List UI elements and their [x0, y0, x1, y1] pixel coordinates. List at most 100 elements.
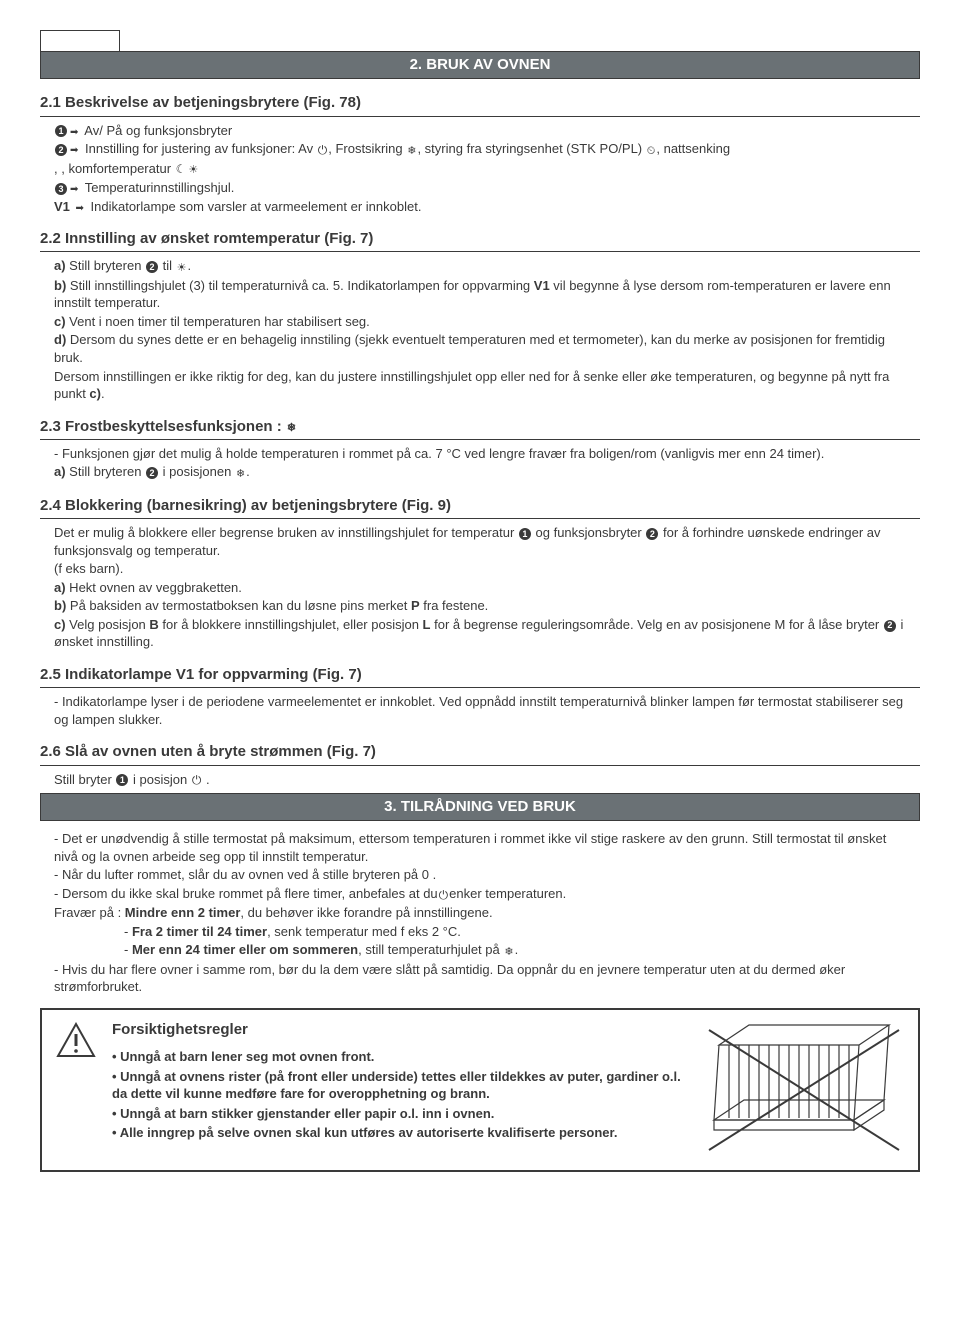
num-1-icon: 1 [55, 125, 67, 137]
arrow-icon [68, 180, 81, 195]
text: , , komfortemperatur [54, 161, 175, 176]
a-label: a) [54, 258, 66, 273]
snow-icon [287, 418, 296, 436]
heater-illustration [704, 1020, 904, 1160]
arrow-icon [74, 199, 87, 214]
L-label: L [423, 617, 431, 632]
snow-icon [407, 141, 416, 159]
power-icon [439, 886, 449, 904]
precaution-item: Unngå at barn lener seg mot ovnen front. [112, 1048, 688, 1066]
heading-2-2: 2.2 Innstilling av ønsket romtemperatur … [40, 229, 920, 252]
num-1-icon: 1 [519, 528, 531, 540]
b-label: b) [54, 598, 66, 613]
block-2-1: 1 Av/ På og funksjonsbryter 2 Innstillin… [40, 117, 920, 216]
heading-2-4: 2.4 Blokkering (barnesikring) av betjeni… [40, 496, 920, 519]
precautions-text: Forsiktighetsregler Unngå at barn lener … [112, 1020, 688, 1144]
a-label: a) [54, 580, 66, 595]
arrow-icon [68, 123, 81, 138]
block-2-5: - Indikatorlampe lyser i de periodene va… [40, 688, 920, 728]
bold: Mer enn 24 timer eller om sommeren [132, 942, 358, 957]
p-label: P [411, 598, 420, 613]
text: , senk temperatur med f eks 2 °C. [267, 924, 461, 939]
text: , du behøver ikke forandre på innstillin… [240, 905, 492, 920]
block-2-6: Still bryter 1 i posisjon . [40, 766, 920, 789]
clock-icon [647, 141, 656, 159]
text: Still bryteren [66, 464, 145, 479]
sun-icon [177, 258, 187, 276]
heading-2-3-text: 2.3 Frostbeskyttelsesfunksjonen : [40, 418, 286, 435]
arrow-icon [68, 141, 81, 156]
text: Still innstillingshjulet (3) til tempera… [66, 278, 534, 293]
warning-icon [56, 1022, 96, 1058]
block-2-4: Det er mulig å blokkere eller begrense b… [40, 519, 920, 651]
num-1-icon: 1 [116, 774, 128, 786]
text: - Funksjonen gjør det mulig å holde temp… [54, 445, 906, 463]
c-label: c) [54, 617, 66, 632]
text: Indikatorlampe som varsler at varmeeleme… [87, 199, 422, 214]
text: Dersom du synes dette er en behagelig in… [54, 332, 885, 365]
text: - Indikatorlampe lyser i de periodene va… [54, 693, 906, 728]
precautions-title: Forsiktighetsregler [112, 1020, 688, 1040]
snow-icon [504, 942, 513, 960]
d-label: d) [54, 332, 66, 347]
text: Temperaturinnstillingshjul. [81, 180, 234, 195]
text: - Hvis du har flere ovner i samme rom, b… [54, 961, 906, 996]
b-label: b) [54, 278, 66, 293]
heading-2-5: 2.5 Indikatorlampe V1 for oppvarming (Fi… [40, 665, 920, 688]
text: . [101, 386, 105, 401]
num-2-icon: 2 [146, 261, 158, 273]
text: Av/ På og funksjonsbryter [81, 123, 232, 138]
dash: - [124, 942, 132, 957]
num-2-icon: 2 [146, 467, 158, 479]
precaution-item: Alle inngrep på selve ovnen skal kun utf… [112, 1124, 688, 1142]
heading-2-6: 2.6 Slå av ovnen uten å bryte strømmen (… [40, 742, 920, 765]
text: til [159, 258, 176, 273]
B-label: B [149, 617, 158, 632]
text: Still bryteren [66, 258, 145, 273]
text: - Dersom du ikke skal bruke rommet på fl… [54, 886, 438, 901]
section-2-banner: 2. BRUK AV OVNEN [40, 51, 920, 79]
section-3-banner: 3. TILRÅDNING VED BRUK [40, 793, 920, 821]
dash: - [124, 924, 132, 939]
text: , Frostsikring [328, 141, 406, 156]
text: for å begrense reguleringsområde. Velg e… [431, 617, 883, 632]
precaution-item: Unngå at barn stikker gjenstander eller … [112, 1105, 688, 1123]
text: enker temperaturen. [449, 886, 566, 901]
text: i posisjon [129, 772, 190, 787]
num-3-icon: 3 [55, 183, 67, 195]
block-2-3: - Funksjonen gjør det mulig å holde temp… [40, 440, 920, 482]
text: og funksjonsbryter [532, 525, 645, 540]
text: Vent i noen timer til temperaturen har s… [66, 314, 370, 329]
snow-icon [236, 464, 245, 482]
text: Dersom innstillingen er ikke riktig for … [54, 369, 889, 402]
text: (f eks barn). [54, 560, 906, 578]
num-2-icon: 2 [55, 144, 67, 156]
text: fra festene. [420, 598, 489, 613]
bold: Fra 2 timer til 24 timer [132, 924, 267, 939]
precautions-box: Forsiktighetsregler Unngå at barn lener … [40, 1008, 920, 1172]
text: På baksiden av termostatboksen kan du lø… [66, 598, 411, 613]
block-3: - Det er unødvendig å stille termostat p… [40, 825, 920, 996]
text: Det er mulig å blokkere eller begrense b… [54, 525, 518, 540]
text: , styring fra styringsenhet (STK PO/PL) [417, 141, 645, 156]
text: - Det er unødvendig å stille termostat p… [54, 830, 906, 865]
heading-2-3: 2.3 Frostbeskyttelsesfunksjonen : [40, 417, 920, 440]
v1-label: V1 [534, 278, 550, 293]
text: Fravær på : [54, 905, 125, 920]
power-icon [192, 771, 202, 789]
c-ref: c) [89, 386, 101, 401]
blank-tab [40, 30, 120, 52]
heading-2-1: 2.1 Beskrivelse av betjeningsbrytere (Fi… [40, 93, 920, 116]
text: Hekt ovnen av veggbraketten. [66, 580, 242, 595]
text: Still bryter [54, 772, 115, 787]
precaution-item: Unngå at ovnens rister (på front eller u… [112, 1068, 688, 1103]
moon-icon [176, 160, 187, 178]
power-icon [318, 141, 328, 159]
num-2-icon: 2 [884, 620, 896, 632]
text: , nattsenking [656, 141, 730, 156]
a-label: a) [54, 464, 66, 479]
text: Velg posisjon [66, 617, 150, 632]
text: - Når du lufter rommet, slår du av ovnen… [54, 866, 906, 884]
v1-label: V1 [54, 199, 74, 214]
text: for å blokkere innstillingshjulet, eller… [159, 617, 423, 632]
